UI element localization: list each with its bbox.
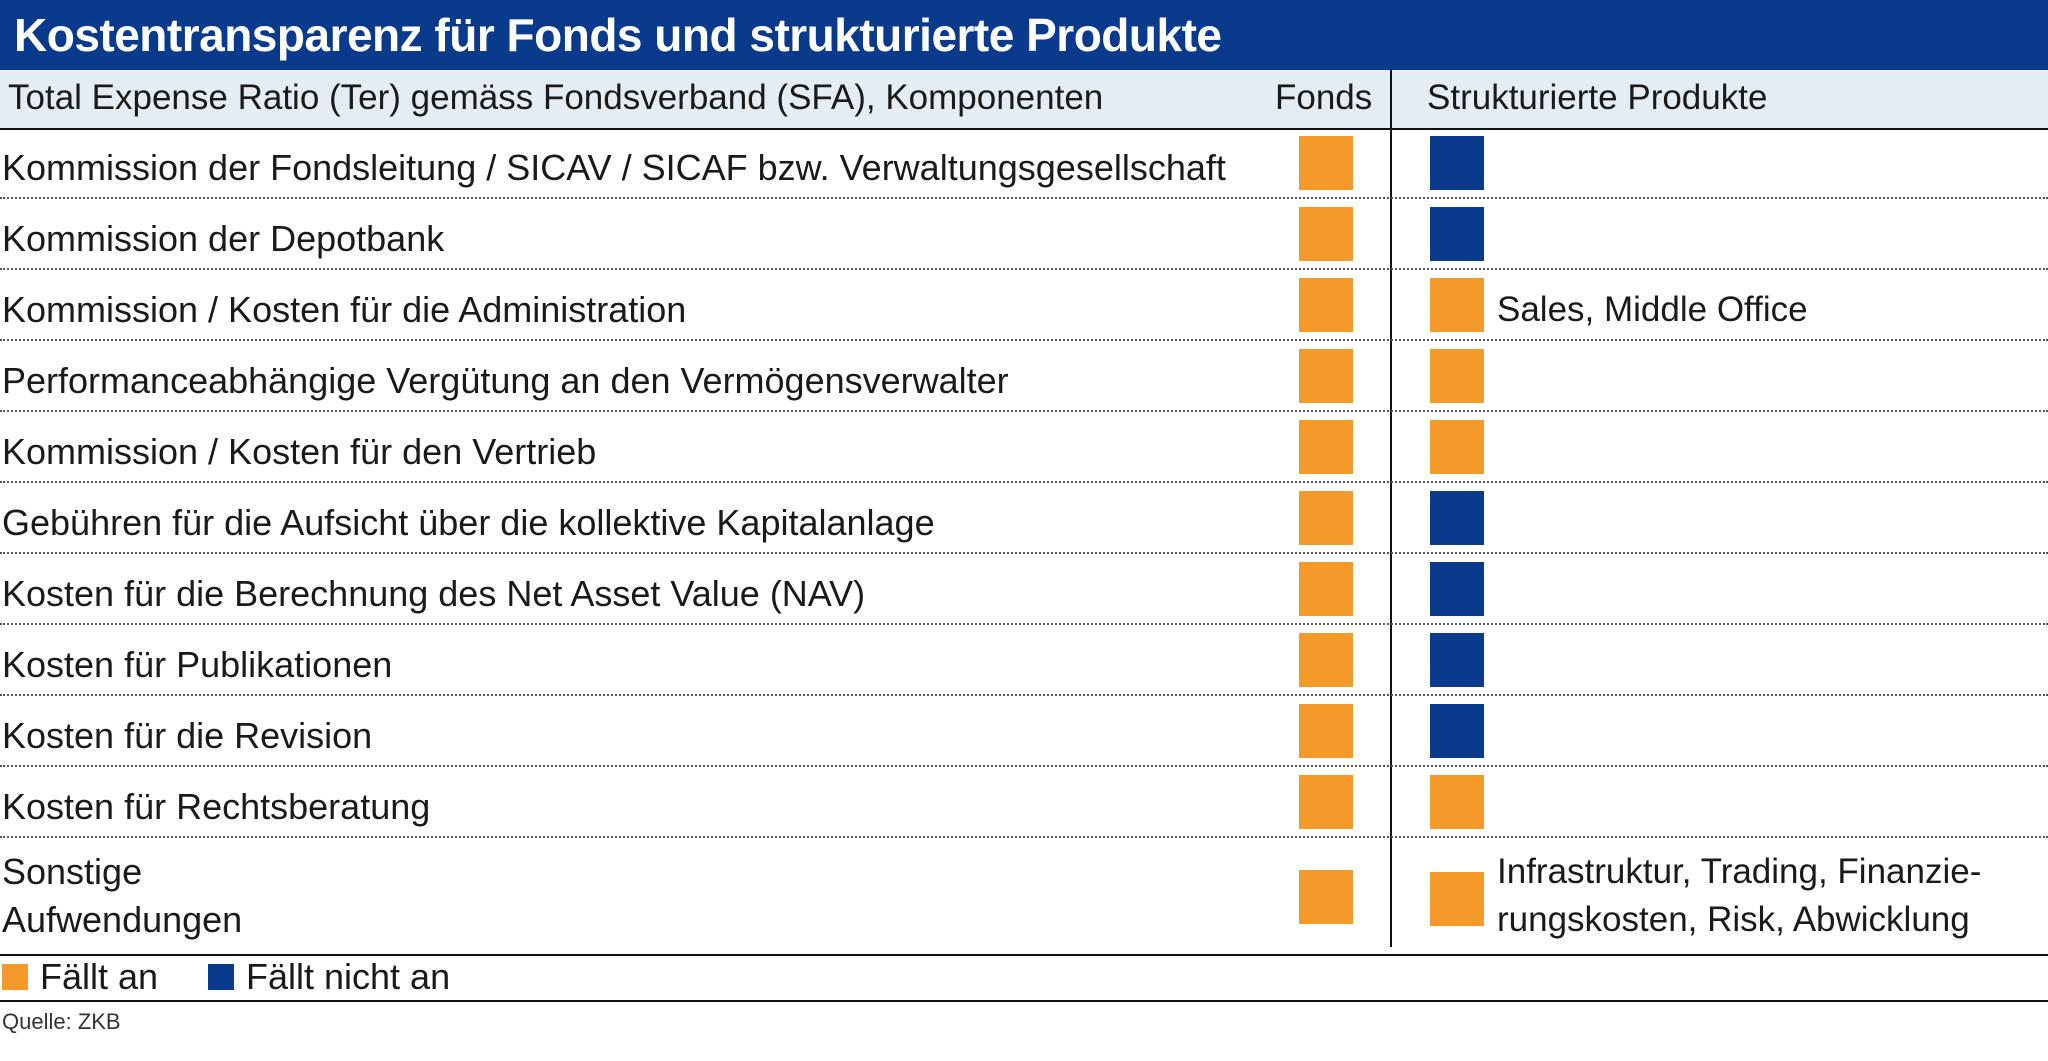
legend: Fällt an Fällt nicht an: [0, 950, 2048, 1000]
header-fonds: Fonds: [1275, 78, 1373, 117]
title-bar: Kostentransparenz für Fonds und struktur…: [0, 0, 2048, 70]
legend-applies-swatch: [2, 964, 28, 990]
structured-status-marker: [1430, 420, 1484, 474]
fonds-status-marker: [1299, 278, 1353, 332]
row-label: Kosten für Rechtsberatung: [2, 785, 431, 827]
structured-status-marker: [1430, 562, 1484, 616]
table-row: Kosten für die Revision: [0, 696, 2048, 767]
table-row: Kosten für die Berechnung des Net Asset …: [0, 554, 2048, 625]
table-row: Kommission / Kosten für die Administrati…: [0, 270, 2048, 341]
row-label: Sonstige Aufwendungen: [2, 848, 242, 944]
fonds-status-marker: [1299, 775, 1353, 829]
structured-status-marker: [1430, 775, 1484, 829]
table-row: Kosten für Publikationen: [0, 625, 2048, 696]
structured-note: Sales, Middle Office: [1497, 289, 1808, 329]
legend-applies-label: Fällt an: [40, 956, 159, 997]
fonds-status-marker: [1299, 870, 1353, 924]
table-row: Kommission / Kosten für den Vertrieb: [0, 412, 2048, 483]
row-label: Gebühren für die Aufsicht über die kolle…: [2, 501, 935, 543]
fonds-status-marker: [1299, 420, 1353, 474]
legend-not-applies-swatch: [208, 964, 234, 990]
column-divider: [1390, 70, 1392, 947]
structured-status-marker: [1430, 872, 1484, 926]
structured-status-marker: [1430, 349, 1484, 403]
row-label: Performanceabhängige Vergütung an den Ve…: [2, 359, 1009, 401]
table-row: Kommission der Depotbank: [0, 199, 2048, 270]
structured-status-marker: [1430, 278, 1484, 332]
table-row: Kommission der Fondsleitung / SICAV / SI…: [0, 128, 2048, 199]
structured-status-marker: [1430, 633, 1484, 687]
structured-note: Infrastruktur, Trading, Finanzie-rungsko…: [1497, 848, 1981, 944]
structured-note-line2: rungskosten, Risk, Abwicklung: [1497, 900, 1970, 939]
structured-status-marker: [1430, 491, 1484, 545]
fonds-status-marker: [1299, 633, 1353, 687]
table-header: Total Expense Ratio (Ter) gemäss Fondsve…: [0, 70, 2048, 130]
structured-status-marker: [1430, 207, 1484, 261]
fonds-status-marker: [1299, 562, 1353, 616]
structured-status-marker: [1430, 136, 1484, 190]
source-note: Quelle: ZKB: [2, 1009, 121, 1034]
row-label: Kommission der Fondsleitung / SICAV / SI…: [2, 146, 1226, 188]
fonds-status-marker: [1299, 136, 1353, 190]
legend-not-applies-label: Fällt nicht an: [246, 956, 451, 997]
structured-note-line1: Infrastruktur, Trading, Finanzie-: [1497, 852, 1982, 891]
header-components: Total Expense Ratio (Ter) gemäss Fondsve…: [8, 78, 1104, 117]
row-label: Kosten für die Berechnung des Net Asset …: [2, 572, 866, 614]
fonds-status-marker: [1299, 207, 1353, 261]
structured-status-marker: [1430, 704, 1484, 758]
row-label: Kosten für die Revision: [2, 714, 373, 756]
footer-rule: [0, 1000, 2048, 1002]
header-structured-products: Strukturierte Produkte: [1427, 78, 1768, 117]
fonds-status-marker: [1299, 349, 1353, 403]
row-label-line1: Sonstige: [2, 851, 143, 892]
row-label-line2: Aufwendungen: [2, 899, 243, 940]
row-label: Kommission / Kosten für den Vertrieb: [2, 430, 597, 472]
table-row: Sonstige Aufwendungen Infrastruktur, Tradi…: [0, 838, 2048, 956]
table-row: Performanceabhängige Vergütung an den Ve…: [0, 341, 2048, 412]
row-label: Kommission der Depotbank: [2, 217, 445, 259]
table-row: Gebühren für die Aufsicht über die kolle…: [0, 483, 2048, 554]
page-title: Kostentransparenz für Fonds und struktur…: [14, 9, 1222, 61]
row-label: Kommission / Kosten für die Administrati…: [2, 288, 687, 330]
table-row: Kosten für Rechtsberatung: [0, 767, 2048, 838]
row-label: Kosten für Publikationen: [2, 643, 393, 685]
fonds-status-marker: [1299, 491, 1353, 545]
fonds-status-marker: [1299, 704, 1353, 758]
